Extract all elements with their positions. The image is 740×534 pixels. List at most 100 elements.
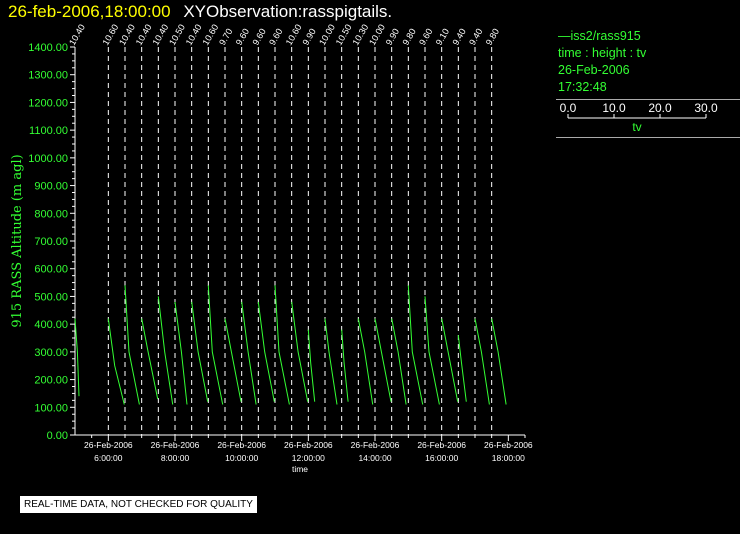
y-tick-label: 0.00 bbox=[47, 430, 68, 442]
profile-trace bbox=[407, 285, 424, 405]
profile-label: 9.70 bbox=[217, 27, 234, 47]
profile-trace bbox=[224, 318, 242, 402]
legend-axes: time : height : tv bbox=[558, 46, 647, 60]
x-tick-time: 10:00:00 bbox=[225, 453, 258, 463]
x-tick-date: 26-Feb-2006 bbox=[484, 440, 533, 450]
y-tick-label: 900.00 bbox=[34, 181, 68, 193]
profile-label: 10.40 bbox=[184, 22, 204, 47]
legend-scale: 0.0 10.0 20.0 30.0 tv bbox=[560, 101, 718, 134]
legend-scale-tick-label: 30.0 bbox=[694, 101, 718, 115]
profile-trace bbox=[491, 318, 507, 405]
profile-label: 9.40 bbox=[450, 27, 467, 47]
profile-trace bbox=[391, 318, 407, 405]
profile-label: 9.10 bbox=[434, 27, 451, 47]
profile-trace bbox=[207, 285, 224, 405]
profile-label: 9.80 bbox=[484, 27, 501, 47]
profile-trace bbox=[107, 318, 125, 405]
profile-trace bbox=[141, 318, 159, 400]
x-tick-date: 26-Feb-2006 bbox=[217, 440, 266, 450]
profile-label: 9.90 bbox=[300, 27, 317, 47]
profile-trace bbox=[241, 301, 257, 405]
legend-series-label: iss2/rass915 bbox=[570, 29, 641, 43]
x-tick-date: 26-Feb-2006 bbox=[84, 440, 133, 450]
x-tick-time: 6:00:00 bbox=[94, 453, 123, 463]
profile-trace bbox=[157, 296, 174, 405]
profile-trace bbox=[424, 296, 440, 405]
x-tick-time: 12:00:00 bbox=[292, 453, 325, 463]
profile-label: 10.50 bbox=[167, 22, 187, 47]
y-tick-label: 1100.00 bbox=[29, 125, 68, 137]
profile-label: 10.40 bbox=[117, 22, 137, 47]
profile-label: 10.00 bbox=[367, 22, 387, 47]
y-axis-label: 915 RASS Altitude (m agl) bbox=[10, 154, 25, 327]
title-observation: XYObservation:rasspigtails. bbox=[183, 2, 393, 21]
title-datetime: 26-feb-2006,18:00:00 bbox=[8, 2, 171, 21]
y-tick-label: 500.00 bbox=[34, 291, 68, 303]
y-tick-label: 800.00 bbox=[34, 208, 68, 220]
profile-label: 9.40 bbox=[467, 27, 484, 47]
profile-label: 10.00 bbox=[317, 22, 337, 47]
profile-label: 9.60 bbox=[250, 27, 267, 47]
profile-label: 10.40 bbox=[67, 22, 87, 47]
profile-trace bbox=[291, 301, 309, 402]
profile-label: 10.50 bbox=[334, 22, 354, 47]
legend-scale-label: tv bbox=[632, 120, 641, 134]
y-tick-label: 1000.00 bbox=[28, 153, 68, 165]
profile-trace bbox=[357, 318, 374, 405]
profile-trace bbox=[457, 335, 467, 402]
legend-scale-tick-label: 0.0 bbox=[560, 101, 577, 115]
profile-label: 9.60 bbox=[234, 27, 251, 47]
legend-scale-tick-label: 10.0 bbox=[602, 101, 626, 115]
x-tick-time: 18:00:00 bbox=[492, 453, 525, 463]
legend-time: 17:32:48 bbox=[558, 80, 607, 94]
profile-trace bbox=[324, 318, 338, 405]
y-tick-label: 400.00 bbox=[34, 319, 68, 331]
y-tick-label: 1400.00 bbox=[28, 42, 68, 54]
profile-trace bbox=[257, 301, 275, 402]
profile-trace bbox=[474, 318, 490, 405]
profile-label: 9.80 bbox=[400, 27, 417, 47]
legend-scale-tick-label: 20.0 bbox=[648, 101, 672, 115]
y-tick-label: 1300.00 bbox=[28, 70, 68, 82]
profile-trace bbox=[441, 318, 459, 402]
profile-trace bbox=[341, 329, 349, 402]
legend-series: —iss2/rass915 bbox=[556, 28, 740, 45]
profile-trace bbox=[274, 285, 290, 405]
profile-trace bbox=[74, 318, 80, 397]
legend-panel: —iss2/rass915 time : height : tv 26-Feb-… bbox=[556, 28, 740, 138]
y-tick-label: 700.00 bbox=[34, 236, 68, 248]
profile-trace bbox=[174, 301, 188, 405]
profile-trace bbox=[124, 285, 140, 405]
x-tick-time: 8:00:00 bbox=[161, 453, 190, 463]
legend-date: 26-Feb-2006 bbox=[558, 63, 630, 77]
profile-label: 10.60 bbox=[200, 22, 220, 47]
x-tick-date: 26-Feb-2006 bbox=[417, 440, 466, 450]
y-tick-label: 100.00 bbox=[34, 402, 68, 414]
profile-label: 10.40 bbox=[150, 22, 170, 47]
x-tick-time: 16:00:00 bbox=[425, 453, 458, 463]
profile-label: 10.40 bbox=[134, 22, 154, 47]
profile-trace bbox=[191, 301, 209, 402]
chart-title: 26-feb-2006,18:00:00 XYObservation:rassp… bbox=[8, 2, 392, 22]
x-tick-date: 26-Feb-2006 bbox=[284, 440, 333, 450]
y-tick-label: 300.00 bbox=[34, 347, 68, 359]
y-tick-label: 1200.00 bbox=[28, 97, 68, 109]
quality-warning: REAL-TIME DATA, NOT CHECKED FOR QUALITY bbox=[20, 496, 257, 513]
y-tick-label: 600.00 bbox=[34, 264, 68, 276]
x-axis-label: time bbox=[292, 464, 308, 474]
legend-divider-bottom bbox=[556, 137, 740, 138]
profile-trace bbox=[307, 329, 316, 402]
profile-label: 10.30 bbox=[350, 22, 370, 47]
x-tick-date: 26-Feb-2006 bbox=[151, 440, 200, 450]
profile-label: 10.60 bbox=[284, 22, 304, 47]
profile-label: 9.60 bbox=[267, 27, 284, 47]
profile-trace bbox=[374, 318, 392, 402]
profile-label: 9.60 bbox=[417, 27, 434, 47]
x-tick-date: 26-Feb-2006 bbox=[351, 440, 400, 450]
legend-divider-top bbox=[556, 99, 740, 100]
legend-series-swatch: — bbox=[558, 29, 571, 43]
profile-label: 9.90 bbox=[384, 27, 401, 47]
x-tick-time: 14:00:00 bbox=[358, 453, 391, 463]
profile-label: 10.60 bbox=[100, 22, 120, 47]
